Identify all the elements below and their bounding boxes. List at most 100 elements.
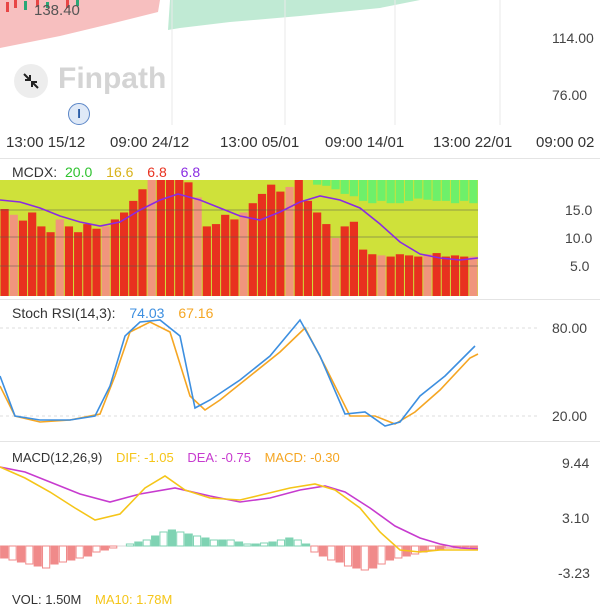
stoch-label: Stoch RSI(14,3): xyxy=(12,305,116,321)
time-axis-label: 13:00 22/01 xyxy=(433,134,513,151)
macd-hist-bar xyxy=(411,545,420,555)
macd-hist-bar xyxy=(100,545,109,551)
low-price-label: 138.40 xyxy=(34,2,80,19)
mcdx-value-yellow: 16.6 xyxy=(106,164,134,180)
macd-axis-label: -3.23 xyxy=(558,565,590,581)
mcdx-bar xyxy=(64,226,74,296)
mcdx-bar-green xyxy=(331,180,340,190)
macd-hist-bar xyxy=(343,545,353,567)
macd-hist-bar xyxy=(226,539,235,547)
mcdx-bar-green xyxy=(322,180,331,186)
mcdx-bar-green xyxy=(450,180,460,204)
macd-hist-bar xyxy=(184,533,193,547)
mcdx-bar xyxy=(276,191,285,296)
price-chart[interactable] xyxy=(0,0,600,125)
mcdx-bar-green xyxy=(432,180,441,201)
time-axis-label: 13:00 05/01 xyxy=(220,134,300,151)
macd-hist-bar xyxy=(360,545,369,571)
mcdx-bar xyxy=(9,214,18,296)
macd-hist-bar xyxy=(260,542,269,547)
mcdx-bar xyxy=(0,209,9,296)
mcdx-axis-label: 15.0 xyxy=(565,202,593,218)
mcdx-bar xyxy=(129,200,138,296)
time-axis-label: 09:00 14/01 xyxy=(325,134,405,151)
mcdx-bar xyxy=(450,255,460,296)
price-axis-label: 76.00 xyxy=(552,87,588,103)
mcdx-bar xyxy=(211,224,221,296)
mcdx-bar xyxy=(377,255,386,296)
macd-hist-bar xyxy=(394,545,403,559)
macd-hist-bar xyxy=(0,545,9,559)
macd-hist-bar xyxy=(293,539,302,547)
mcdx-bar xyxy=(221,214,230,296)
macd-hist-bar xyxy=(201,537,210,547)
macd-hist-bar xyxy=(134,541,143,547)
macd-hist-bar xyxy=(352,545,361,569)
mcdx-bar-green xyxy=(359,180,368,201)
mcdx-bar xyxy=(120,212,129,296)
mcdx-bar-green xyxy=(441,180,450,201)
macd-hist-bar xyxy=(369,545,378,569)
mcdx-title: MCDX: 20.0 16.6 6.8 6.8 xyxy=(12,164,210,180)
mcdx-bar xyxy=(92,228,101,296)
macd-hist-bar xyxy=(92,545,101,553)
stoch-d-value: 67.16 xyxy=(178,305,214,321)
macd-hist-bar xyxy=(109,545,118,549)
mcdx-chart[interactable] xyxy=(0,180,600,296)
mcdx-bar xyxy=(193,197,202,296)
mcdx-axis-label: 5.0 xyxy=(570,258,590,274)
macd-hist-bar xyxy=(8,545,17,561)
mcdx-bar xyxy=(110,219,119,296)
event-marker[interactable]: I xyxy=(68,103,90,125)
macd-dea-value: DEA: -0.75 xyxy=(187,450,251,465)
macd-hist-bar xyxy=(159,531,168,547)
macd-axis-label: 9.44 xyxy=(562,455,590,471)
mcdx-bar xyxy=(156,180,165,296)
time-axis-label: 09:00 24/12 xyxy=(110,134,190,151)
mcdx-value-green: 20.0 xyxy=(65,164,93,180)
mcdx-bar xyxy=(368,254,377,296)
macd-hist-bar xyxy=(125,543,135,547)
stoch-axis-label: 20.00 xyxy=(552,408,588,424)
stoch-k-value: 74.03 xyxy=(129,305,165,321)
mcdx-bar xyxy=(322,224,331,296)
mcdx-bar-green xyxy=(368,180,377,204)
macd-hist-bar xyxy=(58,545,67,563)
mcdx-bar xyxy=(83,224,92,296)
mcdx-bar-green xyxy=(313,180,322,185)
mcdx-bar xyxy=(37,226,46,296)
mcdx-bar xyxy=(303,200,313,296)
mcdx-bar xyxy=(331,238,340,296)
mcdx-bar xyxy=(469,256,478,296)
mcdx-bar-green xyxy=(377,180,386,201)
mcdx-bar-green xyxy=(469,180,478,204)
macd-hist-bar xyxy=(25,545,34,565)
macd-hist-bar xyxy=(218,539,227,547)
mcdx-bar xyxy=(349,221,358,296)
mcdx-bar xyxy=(423,254,432,296)
time-axis-label: 13:00 15/12 xyxy=(6,134,86,151)
mcdx-bar xyxy=(55,219,64,296)
macd-hist-bar xyxy=(285,537,294,547)
mcdx-bar-green xyxy=(460,180,469,201)
stoch-rsi-chart[interactable] xyxy=(0,316,600,436)
mcdx-bar xyxy=(257,193,267,296)
macd-dif-line xyxy=(0,466,478,553)
mcdx-bar-green xyxy=(349,180,358,197)
macd-hist-bar xyxy=(50,545,59,565)
mcdx-bar xyxy=(359,249,368,296)
mcdx-bar xyxy=(184,182,193,296)
finpath-watermark: Finpath xyxy=(58,62,167,95)
event-marker-label: I xyxy=(77,106,81,121)
stoch-d-line xyxy=(0,321,479,425)
mcdx-bar xyxy=(101,226,110,296)
compress-arrows-icon[interactable] xyxy=(14,64,48,98)
macd-hist-bar xyxy=(436,545,445,550)
mcdx-bar xyxy=(395,254,404,296)
stoch-axis-label: 80.00 xyxy=(552,320,588,336)
macd-chart[interactable] xyxy=(0,462,600,587)
mcdx-bar xyxy=(138,189,147,296)
macd-hist-bar xyxy=(385,545,395,561)
mcdx-value-red: 6.8 xyxy=(147,164,167,180)
macd-hist-bar xyxy=(469,545,478,549)
